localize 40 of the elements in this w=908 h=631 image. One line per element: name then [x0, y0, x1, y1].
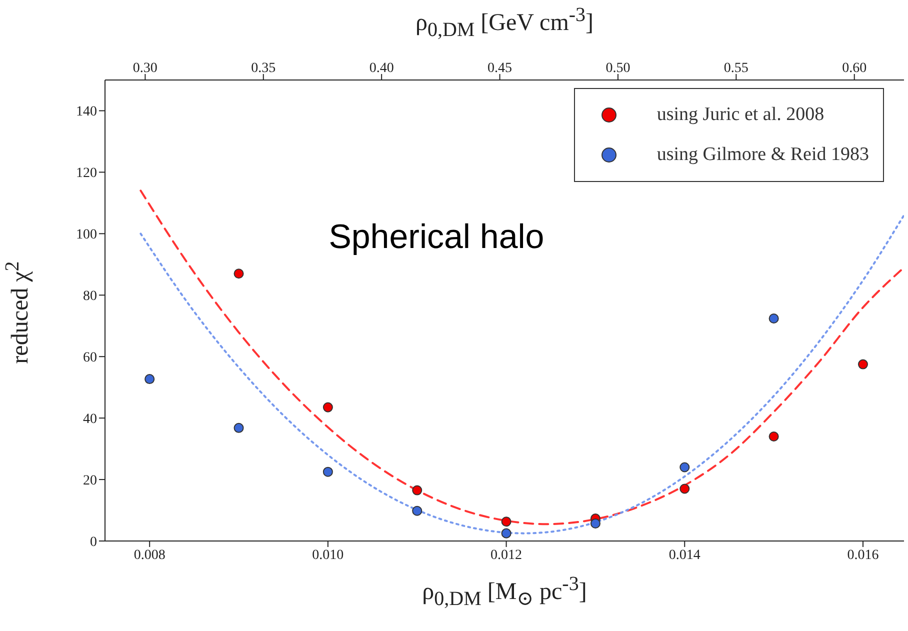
x-tick-label: 0.016	[847, 548, 879, 563]
point	[501, 516, 512, 527]
point	[234, 268, 244, 279]
x-tick-label: 0.014	[668, 548, 700, 563]
y-tick-label: 120	[76, 166, 97, 182]
x-tick-label: 0.012	[490, 548, 522, 563]
point	[144, 374, 155, 384]
x-axis-title: ρ$_{0,DM}$ [M$_{⊙}$ pc$^{-3}$]	[421, 573, 588, 611]
point	[768, 313, 779, 324]
x2-tick-label: 0.30	[132, 61, 158, 76]
point	[322, 466, 333, 477]
x-tick-label: 0.008	[134, 548, 166, 563]
y-tick-label: 80	[83, 289, 97, 304]
point	[858, 359, 868, 370]
point	[412, 485, 422, 496]
point	[412, 506, 422, 516]
x2-tick-label: 0.40	[369, 61, 394, 76]
y-tick-label: 60	[83, 350, 97, 366]
x-tick-label: 0.010	[312, 548, 344, 563]
point	[768, 432, 779, 442]
x2-tick-label: 0.45	[488, 61, 512, 76]
x2-tick-label: 0.60	[842, 61, 867, 76]
y-tick-label: 100	[76, 228, 97, 243]
x2-axis-title: ρ$_{0,DM}$ [GeV cm$^{-3}$]	[414, 4, 595, 42]
y-tick-label: 40	[83, 412, 97, 428]
point	[590, 518, 600, 528]
point	[234, 422, 244, 433]
legend-label: using Juric et al. 2008	[656, 104, 824, 126]
point	[501, 528, 512, 538]
x2-tick-label: 0.55	[724, 61, 748, 76]
y-tick-label: 20	[83, 474, 97, 489]
x2-tick-label: 0.50	[606, 61, 630, 76]
y-tick-label: 140	[76, 104, 97, 120]
y-tick-label: 0	[90, 534, 97, 550]
annotation: Spherical halo	[328, 218, 544, 258]
legend-label: using Gilmore & Reid 1983	[656, 144, 869, 166]
point	[322, 402, 333, 412]
point	[680, 462, 690, 472]
x2-tick-label: 0.35	[251, 61, 276, 76]
point	[680, 484, 690, 494]
